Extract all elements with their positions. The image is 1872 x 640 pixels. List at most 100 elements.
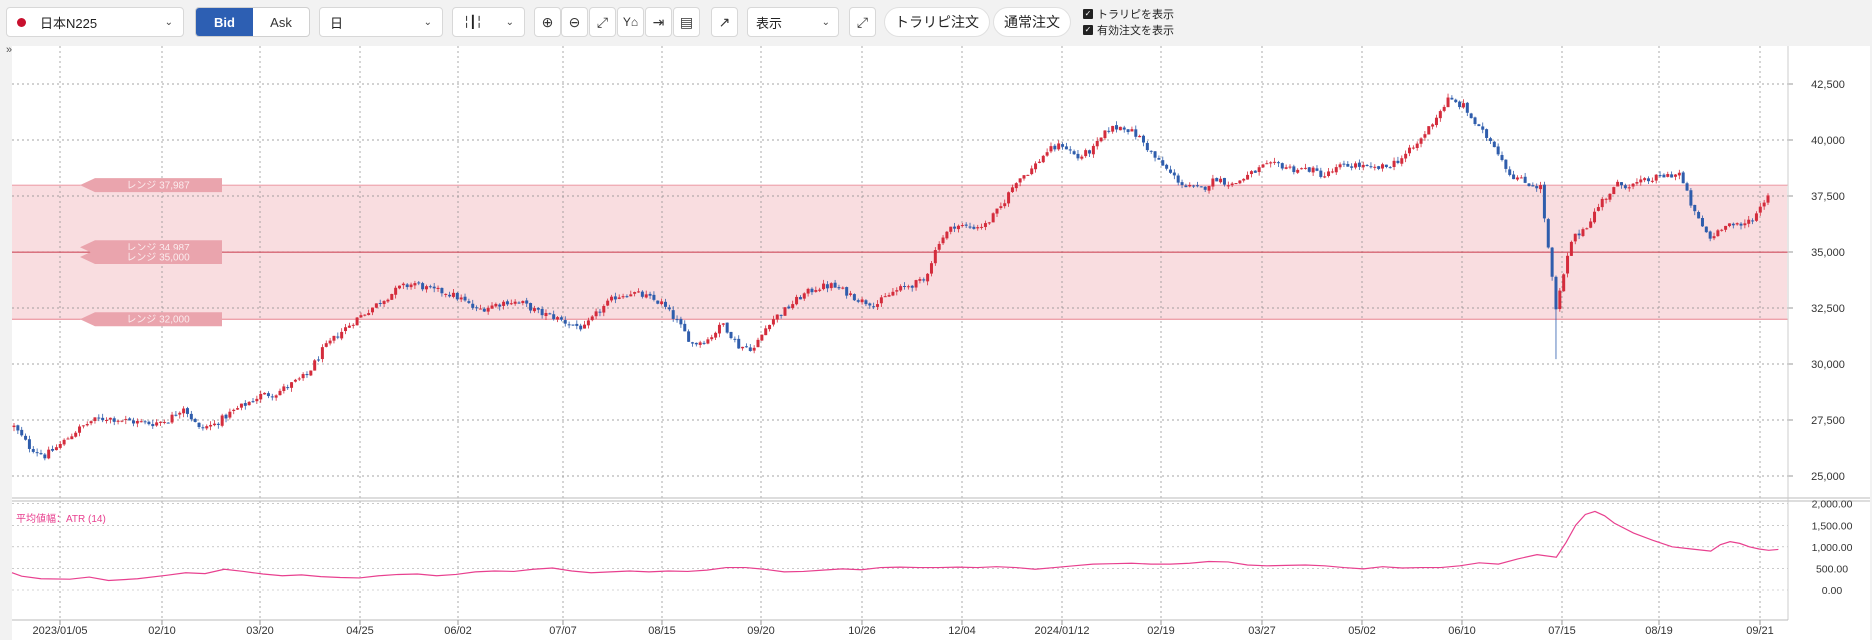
- candle-body: [1585, 228, 1589, 230]
- candle-body: [1180, 182, 1184, 186]
- candle-body: [779, 314, 783, 316]
- candle-body: [1485, 129, 1489, 138]
- indicator-button[interactable]: ↗: [711, 7, 738, 37]
- candle-body: [486, 307, 490, 312]
- candle-body: [1323, 176, 1327, 178]
- candle-body: [1230, 183, 1234, 186]
- candle-body: [968, 226, 972, 228]
- candle-body: [1724, 225, 1728, 230]
- candle-body: [552, 314, 556, 320]
- candle-body: [332, 335, 336, 341]
- candle-body: [1014, 183, 1018, 189]
- candle-body: [660, 301, 664, 305]
- candle-body: [336, 336, 340, 338]
- candle-body: [1762, 202, 1766, 207]
- zoom-in-button[interactable]: ⊕: [534, 7, 561, 37]
- candle-body: [1354, 163, 1358, 168]
- trailing-order-button[interactable]: トラリピ注文: [884, 7, 990, 37]
- show-trailing-checkbox[interactable]: ✓ トラリピを表示: [1083, 6, 1174, 22]
- fit-button[interactable]: ⤢: [589, 7, 616, 37]
- candle-body: [340, 331, 344, 339]
- document-icon: ▤: [679, 13, 694, 30]
- candle-body: [432, 286, 436, 289]
- candle-body: [1157, 158, 1161, 160]
- candle-body: [1689, 190, 1693, 206]
- candle-body: [825, 284, 829, 289]
- y-scale-button[interactable]: Y⌂: [617, 7, 644, 37]
- candle-body: [24, 435, 28, 440]
- normal-order-button[interactable]: 通常注文: [993, 7, 1071, 37]
- candle-body: [964, 224, 968, 226]
- candle-body: [263, 392, 267, 395]
- range-tag[interactable]: [80, 250, 222, 264]
- candle-body: [409, 284, 413, 288]
- candle-body: [1261, 164, 1265, 168]
- collapse-left-icon[interactable]: »: [6, 44, 13, 56]
- candle-body: [1454, 99, 1458, 103]
- candle-body: [1523, 176, 1527, 183]
- candle-body: [1195, 185, 1199, 187]
- time-tick-label: 05/02: [1348, 625, 1376, 637]
- candle-body: [444, 293, 448, 295]
- candle-body: [980, 226, 984, 228]
- price-tick-label: 25,000: [1811, 471, 1845, 483]
- fullscreen-button[interactable]: ⤢: [849, 7, 876, 37]
- candle-body: [1203, 186, 1207, 190]
- candle-body: [367, 313, 371, 316]
- candle-body: [1488, 138, 1492, 142]
- period-select[interactable]: 日 ⌄: [319, 7, 443, 37]
- candle-body: [259, 393, 263, 400]
- candle-body: [282, 386, 286, 392]
- range-tag[interactable]: [80, 178, 222, 193]
- display-select[interactable]: 表示 ⌄: [747, 7, 839, 37]
- chart-type-select[interactable]: ╎┃╎ ⌄: [452, 7, 525, 37]
- zoom-out-button[interactable]: ⊖: [561, 7, 588, 37]
- candle-body: [529, 303, 533, 311]
- candle-body: [494, 303, 498, 307]
- candle-body: [1269, 162, 1273, 164]
- candle-body: [309, 370, 313, 376]
- candle-body: [247, 401, 251, 406]
- candle-body: [355, 317, 359, 326]
- ask-button[interactable]: Ask: [270, 14, 292, 30]
- candle-body: [629, 294, 633, 297]
- candle-body: [721, 323, 725, 325]
- time-tick-label: 06/10: [1448, 625, 1476, 637]
- candle-body: [436, 287, 440, 290]
- candle-body: [1134, 129, 1138, 137]
- candle-body: [602, 305, 606, 313]
- candle-body: [1172, 172, 1176, 176]
- show-active-orders-checkbox[interactable]: ✓ 有効注文を表示: [1083, 22, 1174, 38]
- bid-button[interactable]: Bid: [196, 8, 253, 36]
- candle-body: [1550, 247, 1554, 277]
- chevron-down-icon: ⌄: [423, 16, 432, 28]
- range-tag[interactable]: [80, 312, 222, 327]
- candle-body: [822, 283, 826, 290]
- candle-body: [1569, 241, 1573, 256]
- candle-body: [463, 296, 467, 301]
- candle-body: [293, 379, 297, 382]
- fit-screen-icon: ⤢: [596, 13, 609, 30]
- symbol-select[interactable]: 日本N225 ⌄: [6, 7, 184, 37]
- jump-latest-button[interactable]: ⇥: [645, 7, 672, 37]
- candle-body: [1677, 172, 1681, 176]
- candle-body: [1207, 186, 1211, 191]
- candle-body: [1280, 163, 1284, 169]
- candle-body: [482, 308, 486, 312]
- candle-body: [66, 438, 70, 440]
- candle-body: [155, 422, 159, 426]
- report-button[interactable]: ▤: [673, 7, 700, 37]
- candle-body: [1049, 146, 1053, 152]
- candle-body: [1415, 143, 1419, 149]
- candle-body: [883, 296, 887, 298]
- candle-body: [147, 421, 151, 425]
- atr-tick-label: 500.00: [1816, 563, 1848, 575]
- candle-body: [683, 323, 687, 332]
- candle-body: [1238, 180, 1242, 184]
- candle-body: [1334, 167, 1338, 173]
- show-active-orders-label: 有効注文を表示: [1097, 25, 1174, 37]
- candle-body: [1176, 175, 1180, 183]
- candle-body: [845, 287, 849, 296]
